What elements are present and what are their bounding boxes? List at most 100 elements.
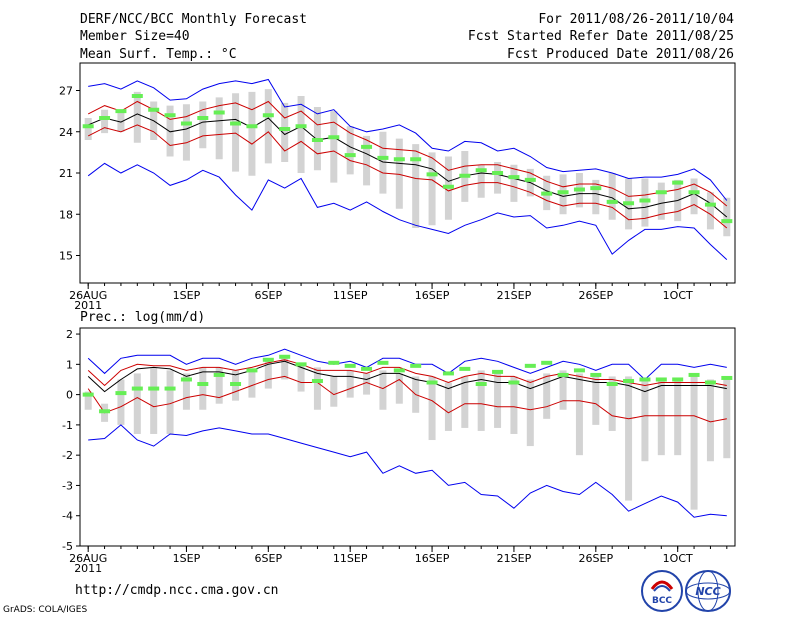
p2-spread-box (592, 373, 600, 425)
p1-x-tick-label: 6SEP (255, 289, 283, 302)
p1-spread-box (101, 109, 109, 134)
p1-spread-box (510, 164, 518, 202)
p2-spread-box (510, 376, 518, 434)
p1-lower-red-line (87, 124, 728, 229)
p1-mean-line (88, 113, 728, 218)
p1-median-marker (361, 144, 373, 149)
p1-median-marker (573, 187, 585, 192)
p2-spread-box (625, 376, 633, 501)
p2-spread-box (363, 373, 371, 395)
p1-x-tick-label: 26AUG (69, 289, 107, 302)
p1-spread-box (494, 162, 502, 194)
p1-spread-box (84, 118, 92, 140)
p1-median-marker (606, 199, 618, 204)
p1-spread-box (428, 152, 436, 226)
p1-median-marker (377, 155, 389, 160)
p1-lower-blue-line (87, 162, 728, 260)
p1-spread-box (723, 197, 731, 237)
p2-spread-box (150, 367, 158, 434)
ncc-logo: NCC (684, 569, 732, 617)
p1-median-marker (459, 173, 471, 178)
ncc-logo-text: NCC (695, 585, 720, 598)
p1-median-marker (180, 121, 192, 126)
p1-spread-box (199, 101, 207, 149)
p1-spread-box (608, 173, 616, 220)
p2-median-marker (99, 409, 111, 414)
p2-spread-box (494, 373, 502, 428)
p1-median-marker (557, 190, 569, 195)
p2-mean-line (87, 360, 727, 393)
p2-median-marker (148, 386, 160, 391)
p2-spread-box (575, 373, 583, 456)
p2-lower-blue-line (88, 424, 727, 518)
p2-median-marker (377, 360, 389, 365)
p2-median-marker (721, 375, 733, 380)
p1-median-marker (82, 124, 94, 129)
p2-median-marker (262, 357, 274, 362)
member-size-label: Member Size=40 (80, 29, 190, 44)
p1-spread-box (477, 164, 485, 198)
p1-spread-box (346, 126, 354, 175)
p1-median-marker (328, 135, 340, 140)
p1-median-marker (688, 190, 700, 195)
p2-median-marker (131, 386, 143, 391)
p2-median-marker (180, 377, 192, 382)
p1-upper-blue-line (88, 78, 728, 201)
bcc-logo: BCC (640, 569, 684, 617)
p2-spread-box (117, 379, 125, 425)
p2-median-marker (344, 363, 356, 368)
p2-lower-red-line (87, 375, 727, 423)
p1-median-marker (655, 190, 667, 195)
p1-spread-box (641, 178, 649, 227)
p1-median-marker (410, 157, 422, 162)
p1-median-marker (131, 94, 143, 98)
p2-median-marker (197, 382, 209, 387)
p2-plot-frame (79, 327, 736, 547)
p2-spread-box (723, 376, 731, 459)
p2-median-marker (115, 391, 127, 396)
p2-spread-box (526, 379, 534, 447)
p1-median-marker (623, 201, 635, 206)
p2-spread-box (690, 373, 698, 510)
p1-median-marker (262, 113, 274, 118)
p2-median-marker (410, 363, 422, 368)
p2-median-marker (328, 360, 340, 365)
p1-spread-box (133, 91, 141, 143)
fcst-produced-date: Fcst Produced Date 2011/08/26 (507, 47, 734, 62)
p1-median-marker (148, 107, 160, 112)
p1-median-marker (639, 198, 651, 203)
p1-spread-box (379, 131, 387, 194)
p2-median-marker (442, 371, 454, 376)
p2-spread-box (608, 376, 616, 431)
p2-spread-box (166, 370, 174, 434)
p2-median-marker (426, 380, 438, 385)
p1-spread-box (330, 111, 338, 183)
p1-x-tick-label: 16SEP (415, 289, 450, 302)
p1-spread-box (182, 104, 190, 161)
p1-y-tick-label: 27 (59, 85, 73, 98)
p2-median-marker (311, 378, 323, 383)
source-url[interactable]: http://cmdp.ncc.cma.gov.cn (75, 583, 279, 598)
p1-y-tick-label: 24 (59, 126, 73, 139)
p1-y-tick-label: 18 (59, 208, 73, 221)
p1-median-marker (442, 184, 454, 189)
p1-x-tick-label: 11SEP (333, 289, 368, 302)
p1-median-marker (704, 202, 716, 207)
fcst-start-date: Fcst Started Refer Date 2011/08/25 (467, 29, 734, 44)
p2-median-marker (164, 386, 176, 391)
p1-y-tick-label: 21 (59, 167, 73, 180)
p1-median-marker (164, 113, 176, 118)
p1-x-year-label: 2011 (74, 299, 102, 312)
precip-panel-title: Prec.: log(mm/d) (80, 310, 206, 325)
p2-median-marker (524, 363, 536, 368)
p2-spread-box (182, 373, 190, 410)
p2-median-marker (82, 392, 94, 397)
p2-upper-red-line (87, 359, 727, 387)
p2-y-tick-label: -1 (62, 419, 73, 432)
p2-median-marker (573, 368, 585, 373)
p1-median-marker (115, 109, 127, 114)
p2-spread-box (641, 379, 649, 462)
p1-upper-red-line (87, 100, 728, 207)
p1-spread-box (395, 138, 403, 209)
